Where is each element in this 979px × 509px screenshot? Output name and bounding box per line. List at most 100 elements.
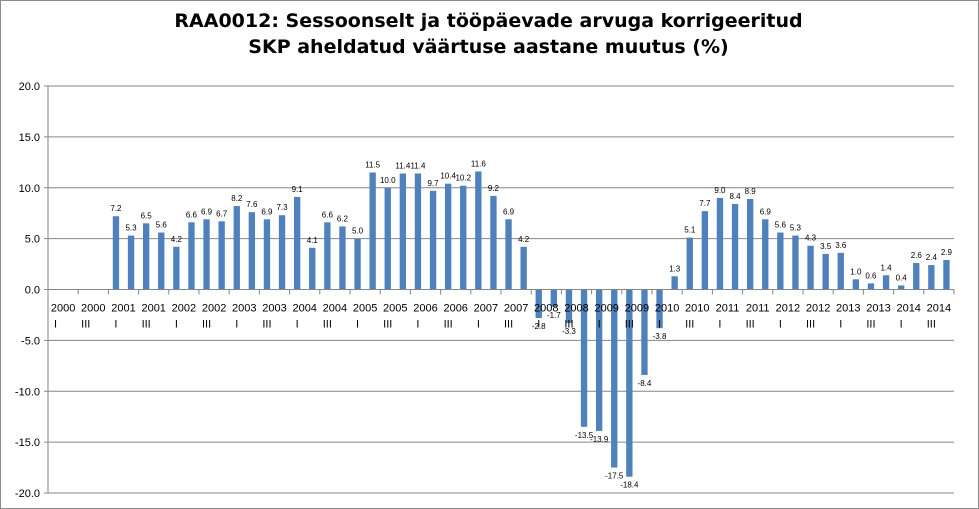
data-label: 11.4 bbox=[395, 162, 411, 171]
x-quarter-label: III bbox=[444, 319, 453, 331]
x-quarter-label: III bbox=[504, 319, 513, 331]
data-label: 4.1 bbox=[307, 236, 319, 245]
data-label: 10.2 bbox=[455, 174, 471, 183]
x-quarter-label: I bbox=[54, 319, 57, 331]
y-tick-label: 20.0 bbox=[19, 81, 40, 93]
x-quarter-label: III bbox=[142, 319, 151, 331]
y-tick-label: -20.0 bbox=[15, 488, 40, 500]
x-year-label: 2014 bbox=[896, 303, 920, 315]
data-label: 2.6 bbox=[911, 251, 923, 260]
x-quarter-label: I bbox=[416, 319, 419, 331]
data-label: 6.9 bbox=[201, 207, 213, 216]
x-quarter-label: III bbox=[81, 319, 90, 331]
x-year-label: 2010 bbox=[655, 303, 679, 315]
data-label: 6.7 bbox=[216, 209, 228, 218]
data-label: 5.3 bbox=[125, 224, 137, 233]
x-quarter-label: I bbox=[598, 319, 601, 331]
bar bbox=[127, 235, 135, 290]
x-quarter-label: III bbox=[927, 319, 936, 331]
bar bbox=[369, 172, 376, 290]
x-year-label: 2009 bbox=[625, 303, 649, 315]
x-year-label: 2000 bbox=[51, 303, 75, 315]
data-label: 10.0 bbox=[380, 176, 396, 185]
data-label: 6.9 bbox=[760, 207, 772, 216]
data-label: 0.6 bbox=[865, 271, 877, 280]
bar bbox=[460, 185, 467, 290]
data-label: -2.8 bbox=[532, 322, 546, 331]
x-year-label: 2001 bbox=[141, 303, 165, 315]
bar bbox=[580, 289, 588, 427]
x-year-label: 2013 bbox=[836, 303, 860, 315]
data-labels: 7.25.36.55.64.26.6 6.9 6.78.27.66.9 7.39.14… bbox=[110, 159, 952, 489]
x-quarter-label: I bbox=[658, 319, 661, 331]
x-quarter-label: III bbox=[383, 319, 392, 331]
bar bbox=[505, 219, 512, 290]
bar bbox=[777, 232, 784, 290]
x-year-label: 2012 bbox=[806, 303, 830, 315]
y-tick-label: 0.0 bbox=[25, 285, 40, 297]
bar bbox=[852, 279, 860, 290]
x-quarter-label: I bbox=[718, 319, 721, 331]
x-quarter-label: I bbox=[779, 319, 782, 331]
data-label: 0.4 bbox=[896, 273, 908, 282]
data-label: 7.3 bbox=[276, 203, 288, 212]
data-label: 6.2 bbox=[337, 214, 349, 223]
x-year-label: 2001 bbox=[111, 303, 135, 315]
y-tick-label: -5.0 bbox=[21, 335, 40, 347]
data-label: 7.2 bbox=[110, 204, 122, 213]
data-label: -18.4 bbox=[620, 481, 639, 490]
bar bbox=[112, 216, 120, 290]
chart-title-line-1: RAA0012: Sessoonselt ja tööpäevade arvug… bbox=[174, 10, 803, 32]
x-quarter-label: III bbox=[202, 319, 211, 331]
x-quarter-label: I bbox=[900, 319, 903, 331]
data-label: 4.3 bbox=[805, 234, 817, 243]
data-label: 4.2 bbox=[171, 235, 183, 244]
x-quarter-label: III bbox=[746, 319, 755, 331]
x-quarter-label: III bbox=[806, 319, 815, 331]
data-label: 3.5 bbox=[820, 242, 832, 251]
bar bbox=[746, 198, 754, 290]
x-year-label: 2004 bbox=[323, 303, 347, 315]
axes bbox=[44, 85, 955, 494]
data-label: -17.5 bbox=[605, 472, 624, 481]
data-label: 5.6 bbox=[156, 221, 168, 230]
data-label: -3.3 bbox=[562, 327, 576, 336]
x-quarter-label: I bbox=[296, 319, 299, 331]
bar bbox=[626, 289, 633, 477]
x-year-label: 2014 bbox=[927, 303, 951, 315]
data-label: 11.6 bbox=[471, 159, 487, 168]
data-label: 6.9 bbox=[261, 207, 273, 216]
y-tick-labels: 20.0 15.0 10.0 5.0 0.0 -5.0 -10.0 -15.0 -20.0 bbox=[15, 81, 40, 500]
bar bbox=[354, 238, 361, 290]
data-label: 7.6 bbox=[246, 200, 258, 209]
x-year-label: 2009 bbox=[594, 303, 618, 315]
x-quarter-label: I bbox=[114, 319, 117, 331]
data-label: 11.5 bbox=[365, 160, 381, 169]
x-quarter-label: I bbox=[477, 319, 480, 331]
bar bbox=[475, 171, 482, 290]
bar bbox=[384, 187, 391, 290]
bar bbox=[731, 204, 739, 290]
data-label: 9.2 bbox=[488, 184, 500, 193]
chart-title-line-2: SKP aheldatud väärtuse aastane muutus (%… bbox=[248, 36, 729, 58]
bar bbox=[837, 252, 844, 290]
bar bbox=[882, 275, 890, 290]
data-label: 5.0 bbox=[352, 227, 364, 236]
bar bbox=[309, 247, 316, 290]
y-tick-label: -10.0 bbox=[15, 386, 40, 398]
x-quarter-label: III bbox=[564, 319, 573, 331]
y-tick-label: -15.0 bbox=[15, 437, 40, 449]
bar bbox=[792, 235, 799, 290]
bar bbox=[701, 211, 709, 290]
bar bbox=[928, 265, 935, 290]
x-year-label: 2002 bbox=[172, 303, 196, 315]
bar bbox=[339, 226, 346, 290]
bar bbox=[535, 289, 542, 318]
data-label: 2.9 bbox=[941, 248, 953, 257]
data-label: 1.3 bbox=[669, 264, 681, 273]
x-year-label: 2006 bbox=[443, 303, 467, 315]
bar bbox=[233, 206, 240, 290]
bar bbox=[490, 195, 497, 290]
bar bbox=[414, 173, 422, 290]
